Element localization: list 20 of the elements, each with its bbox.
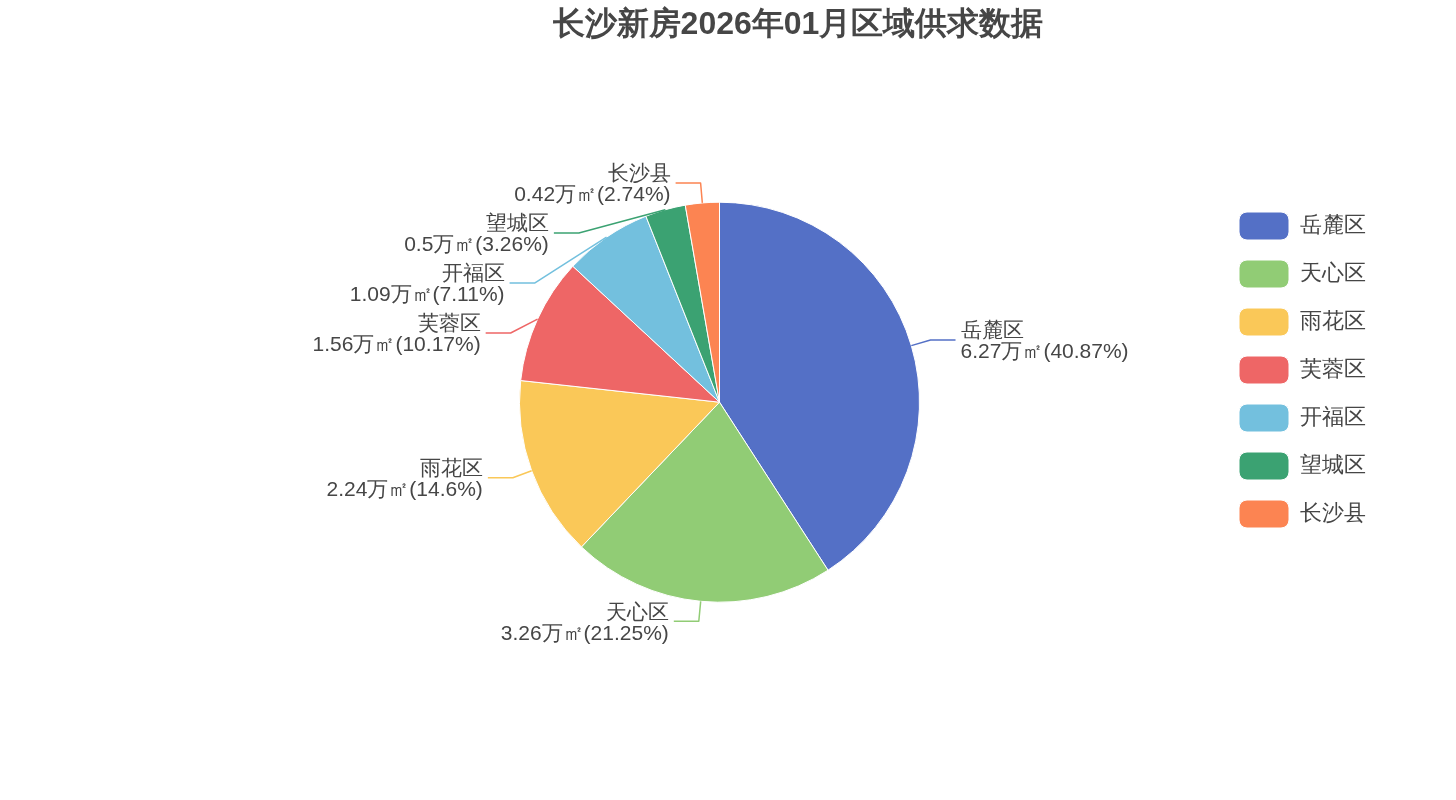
data-label: 0.5万㎡(3.26%) <box>404 232 549 256</box>
data-label: 1.09万㎡(7.11%) <box>349 282 505 306</box>
slice-label: 望城区 <box>485 211 549 235</box>
data-label: 1.56万㎡(10.17%) <box>312 332 481 356</box>
legend-label: 芙蓉区 <box>1300 356 1366 382</box>
legend-label: 望城区 <box>1300 452 1366 478</box>
legend-label: 天心区 <box>1300 260 1366 286</box>
chart-title: 长沙新房2026年01月区域供求数据 <box>551 5 1044 42</box>
slice-label: 开福区 <box>441 261 505 285</box>
slice-label: 长沙县 <box>607 161 671 185</box>
slice-label: 芙蓉区 <box>417 311 481 335</box>
slice-label: 天心区 <box>605 599 669 623</box>
slice-label: 岳麓区 <box>960 318 1024 342</box>
legend-label: 雨花区 <box>1300 308 1366 334</box>
legend-label: 岳麓区 <box>1300 212 1366 238</box>
slice-label: 雨花区 <box>419 455 483 479</box>
legend-label: 开福区 <box>1300 404 1366 430</box>
data-label: 6.27万㎡(40.87%) <box>960 339 1129 363</box>
legend-label: 长沙县 <box>1300 500 1366 526</box>
data-label: 0.42万㎡(2.74%) <box>514 182 671 206</box>
